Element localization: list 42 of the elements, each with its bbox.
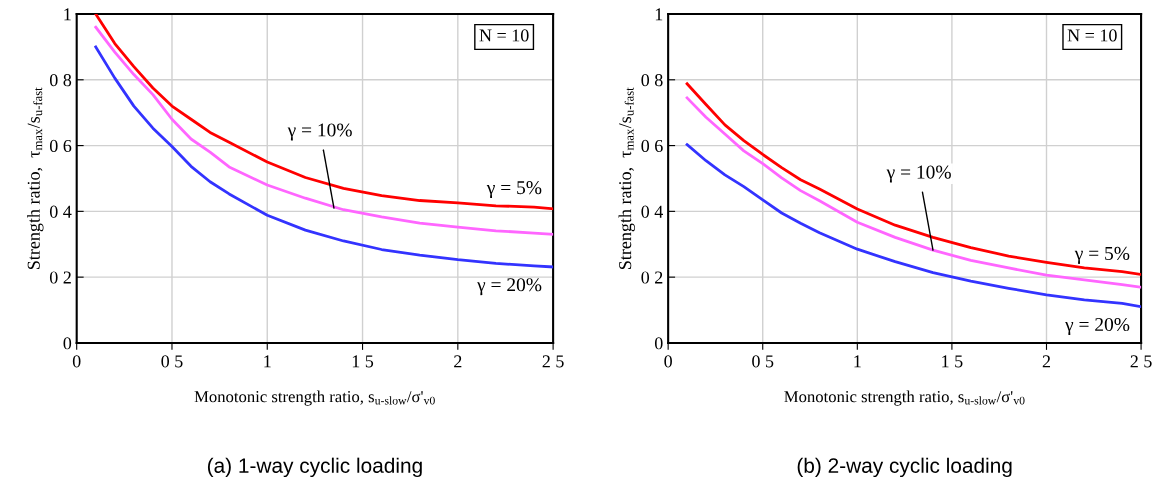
x-tick-label: 0 5 <box>161 355 183 368</box>
y-tick-label: 0 8 <box>641 74 663 87</box>
line-series <box>94 14 554 211</box>
line-series <box>685 143 1142 309</box>
y-axis-title: Strength ratio, τ$_{max}$/s$_{u-fast}$ <box>27 87 44 269</box>
text: (a) 1-way cyclic loading <box>207 457 422 478</box>
x-axis-title: Monotonic strength ratio, s$_{u-slow}$/σ'$_{v0}$ <box>784 390 1025 406</box>
y-tick-label: 0 <box>63 337 72 350</box>
annotation: γ = 5% <box>1074 246 1130 264</box>
line-series <box>94 45 554 269</box>
x-tick-label: 1 <box>264 355 271 368</box>
x-tick-label: 2 <box>1042 355 1051 368</box>
y-tick-label: 0 6 <box>641 139 663 153</box>
y-axis-title: Strength ratio, τ$_{max}$/s$_{u-fast}$ <box>618 87 635 269</box>
x-tick-label: 1 <box>854 355 861 368</box>
x-tick-label: 0 5 <box>752 355 774 368</box>
y-tick-label: 0 <box>654 337 663 350</box>
x-tick-label: 2 5 <box>542 355 564 368</box>
y-tick-label: 0 8 <box>49 74 72 87</box>
annotation: γ = 10% <box>886 165 951 183</box>
y-tick-label: 0 2 <box>49 271 71 284</box>
annotation: γ = 10% <box>287 123 352 141</box>
x-tick-label: 2 5 <box>1130 355 1152 368</box>
y-tick-label: 0 2 <box>641 271 663 284</box>
y-tick-label: 1 <box>655 8 663 21</box>
x-tick-label: 2 <box>454 355 462 368</box>
y-tick-label: 0 6 <box>49 139 72 153</box>
y-tick-label: 0 4 <box>641 205 664 218</box>
annotation: N = 10 <box>1067 29 1117 42</box>
x-tick-label: 1 5 <box>942 355 963 368</box>
x-axis-title: Monotonic strength ratio, s$_{u-slow}$/σ'$_{v0}$ <box>194 390 435 406</box>
annotation: N = 10 <box>479 29 529 42</box>
y-tick-label: 1 <box>64 8 71 21</box>
annotation: γ = 5% <box>486 181 542 199</box>
annotation: γ = 20% <box>477 278 542 296</box>
line-series <box>94 25 554 236</box>
y-tick-label: 0 4 <box>49 205 72 218</box>
annotation: γ = 20% <box>1065 317 1130 336</box>
x-tick-label: 1 5 <box>352 355 374 368</box>
text: (b) 2-way cyclic loading <box>797 457 1012 478</box>
x-tick-label: 0 <box>72 355 81 368</box>
x-tick-label: 0 <box>664 355 672 368</box>
